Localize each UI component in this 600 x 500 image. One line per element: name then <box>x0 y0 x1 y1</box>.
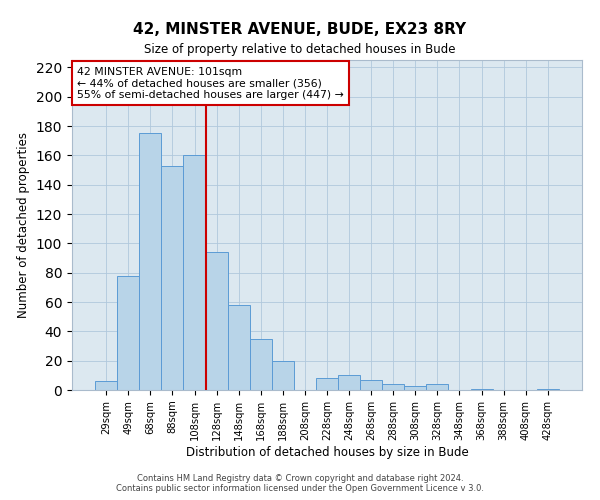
Y-axis label: Number of detached properties: Number of detached properties <box>17 132 30 318</box>
Bar <box>316 378 338 390</box>
Text: 42 MINSTER AVENUE: 101sqm
← 44% of detached houses are smaller (356)
55% of semi: 42 MINSTER AVENUE: 101sqm ← 44% of detac… <box>77 66 344 100</box>
Bar <box>250 338 272 390</box>
Bar <box>427 384 448 390</box>
Bar <box>338 376 360 390</box>
Bar <box>404 386 427 390</box>
Bar <box>382 384 404 390</box>
Bar <box>117 276 139 390</box>
Bar <box>272 360 294 390</box>
Bar <box>470 388 493 390</box>
Bar <box>360 380 382 390</box>
Bar <box>161 166 184 390</box>
X-axis label: Distribution of detached houses by size in Bude: Distribution of detached houses by size … <box>185 446 469 458</box>
Text: Contains public sector information licensed under the Open Government Licence v : Contains public sector information licen… <box>116 484 484 493</box>
Bar <box>95 381 117 390</box>
Bar <box>139 134 161 390</box>
Text: Contains HM Land Registry data © Crown copyright and database right 2024.: Contains HM Land Registry data © Crown c… <box>137 474 463 483</box>
Text: 42, MINSTER AVENUE, BUDE, EX23 8RY: 42, MINSTER AVENUE, BUDE, EX23 8RY <box>133 22 467 38</box>
Bar <box>227 305 250 390</box>
Bar <box>184 156 206 390</box>
Bar <box>537 388 559 390</box>
Text: Size of property relative to detached houses in Bude: Size of property relative to detached ho… <box>144 42 456 56</box>
Bar <box>206 252 227 390</box>
